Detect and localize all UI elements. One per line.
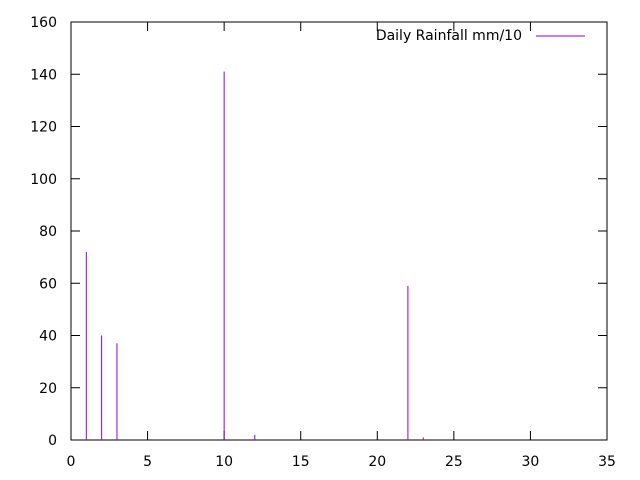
y-tick-label: 120	[30, 120, 57, 136]
legend: Daily Rainfall mm/10	[376, 28, 585, 44]
y-tick-label: 0	[48, 433, 57, 449]
plot-frame	[70, 21, 608, 441]
y-tick-label: 80	[39, 224, 57, 240]
x-tick-label: 20	[368, 454, 386, 470]
x-tick-label: 30	[522, 454, 540, 470]
y-tick-label: 20	[39, 381, 57, 397]
x-tick-label: 35	[598, 454, 616, 470]
x-tick-label: 10	[215, 454, 233, 470]
x-tick-label: 25	[445, 454, 463, 470]
axis-ticks: 0 5 10 15 20 25 30 35 0 20 40 60 80 100 120 140 160	[30, 15, 616, 470]
y-tick-label: 160	[30, 15, 57, 31]
x-tick-label: 0	[67, 454, 76, 470]
y-tick-label: 140	[30, 67, 57, 83]
legend-label: Daily Rainfall mm/10	[376, 28, 522, 44]
y-tick-label: 40	[39, 329, 57, 345]
data-marks	[85, 71, 424, 440]
x-tick-label: 15	[292, 454, 310, 470]
y-tick-label: 100	[30, 172, 57, 188]
y-tick-label: 60	[39, 276, 57, 292]
x-tick-label: 5	[143, 454, 152, 470]
